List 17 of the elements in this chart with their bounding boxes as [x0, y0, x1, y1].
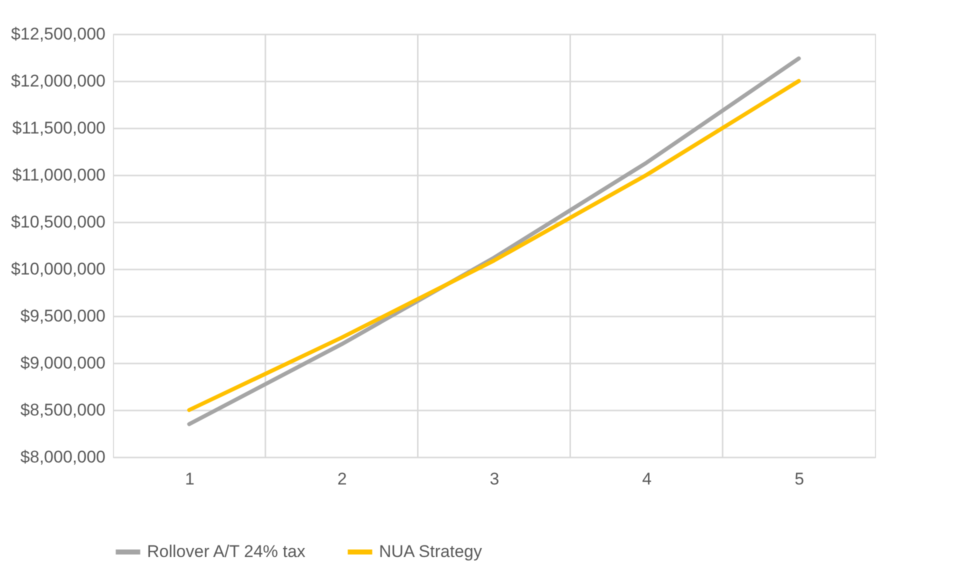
x-tick-label: 3 — [490, 470, 500, 488]
y-tick-label: $12,500,000 — [10, 24, 106, 44]
legend-label: Rollover A/T 24% tax — [147, 542, 306, 561]
y-tick-label: $9,500,000 — [20, 306, 106, 326]
y-tick-label: $11,500,000 — [12, 118, 106, 138]
y-tick-label: $12,000,000 — [10, 72, 106, 90]
legend-label: NUA Strategy — [379, 542, 482, 561]
y-tick-label: $10,500,000 — [10, 212, 106, 232]
y-tick-label: $8,000,000 — [20, 448, 106, 466]
y-tick-label: $9,000,000 — [20, 354, 106, 372]
x-tick-label: 2 — [337, 470, 347, 488]
y-tick-label: $10,000,000 — [10, 260, 106, 278]
y-tick-label: $11,000,000 — [12, 166, 106, 184]
y-tick-label: $8,500,000 — [20, 400, 106, 420]
x-tick-label: 5 — [794, 470, 804, 488]
x-tick-label: 1 — [184, 470, 194, 488]
x-tick-label: 4 — [642, 470, 652, 488]
